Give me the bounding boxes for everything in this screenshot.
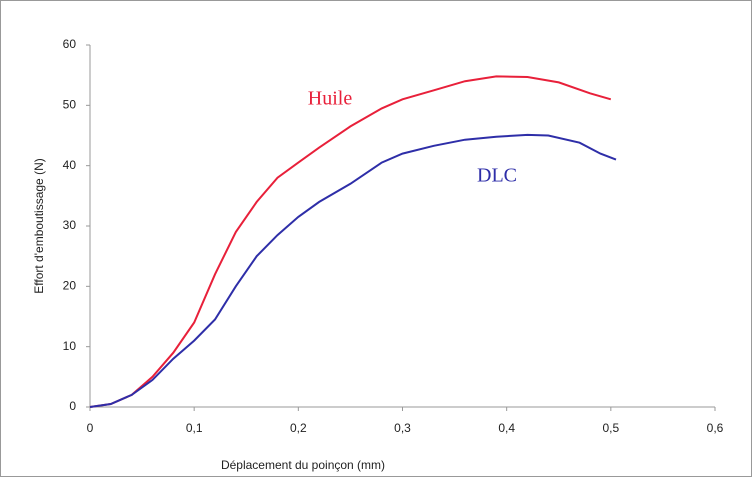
x-tick-label: 0,1 (186, 421, 203, 435)
y-tick-label: 30 (63, 218, 77, 232)
data-line (89, 133, 617, 408)
data-line (89, 75, 612, 408)
y-axis-label: Effort d'emboutissage (N) (32, 158, 46, 293)
y-tick-label: 40 (63, 158, 77, 172)
y-tick-label: 50 (63, 98, 77, 112)
x-tick-label: 0,3 (394, 421, 411, 435)
x-axis-label: Déplacement du poinçon (mm) (221, 458, 385, 472)
x-tick-label: 0,2 (290, 421, 307, 435)
y-tick-label: 60 (63, 37, 77, 51)
x-tick-label: 0,5 (602, 421, 619, 435)
x-tick-label: 0,4 (498, 421, 515, 435)
series-label: Huile (308, 88, 353, 110)
x-tick-label: 0,6 (707, 421, 724, 435)
y-tick-label: 10 (63, 339, 77, 353)
series-label: DLC (477, 165, 517, 187)
x-tick-label: 0 (87, 421, 94, 435)
y-tick-label: 0 (69, 399, 76, 413)
y-tick-label: 20 (63, 279, 77, 293)
